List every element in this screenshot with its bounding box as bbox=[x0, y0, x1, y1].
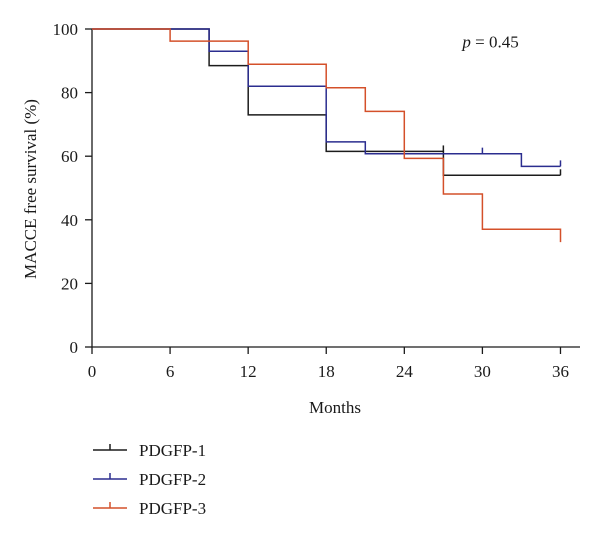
y-tick-label: 40 bbox=[61, 211, 78, 230]
x-tick-label: 30 bbox=[474, 362, 491, 381]
legend-label: PDGFP-1 bbox=[139, 441, 206, 460]
y-tick-label: 80 bbox=[61, 84, 78, 103]
p-value-annotation: p = 0.45 bbox=[461, 33, 518, 52]
y-tick-label: 60 bbox=[61, 147, 78, 166]
p-value-text: = 0.45 bbox=[471, 33, 519, 52]
y-axis-label: MACCE free survival (%) bbox=[21, 99, 40, 279]
legend-item: PDGFP-2 bbox=[93, 470, 206, 489]
legend: PDGFP-1 PDGFP-2 PDGFP-3 bbox=[93, 441, 206, 518]
series-line-pdgfp-2 bbox=[92, 28, 561, 168]
legend-label: PDGFP-2 bbox=[139, 470, 206, 489]
legend-label: PDGFP-3 bbox=[139, 499, 206, 518]
legend-item: PDGFP-1 bbox=[93, 441, 206, 460]
series-line-pdgfp-3 bbox=[92, 28, 562, 243]
y-tick-label: 100 bbox=[53, 20, 79, 39]
y-tick-label: 20 bbox=[61, 274, 78, 293]
x-tick-label: 18 bbox=[318, 362, 335, 381]
p-value-symbol: p bbox=[461, 33, 471, 52]
x-tick-label: 24 bbox=[396, 362, 414, 381]
x-tick-label: 6 bbox=[166, 362, 175, 381]
x-tick-label: 12 bbox=[240, 362, 257, 381]
x-tick-label: 0 bbox=[88, 362, 97, 381]
x-axis-label: Months bbox=[309, 398, 361, 417]
axes: 0 6 12 18 24 30 36 0 20 40 60 80 100 bbox=[53, 20, 580, 381]
legend-item: PDGFP-3 bbox=[93, 499, 206, 518]
x-tick-label: 36 bbox=[552, 362, 569, 381]
series-lines bbox=[92, 28, 562, 243]
y-tick-label: 0 bbox=[70, 338, 79, 357]
